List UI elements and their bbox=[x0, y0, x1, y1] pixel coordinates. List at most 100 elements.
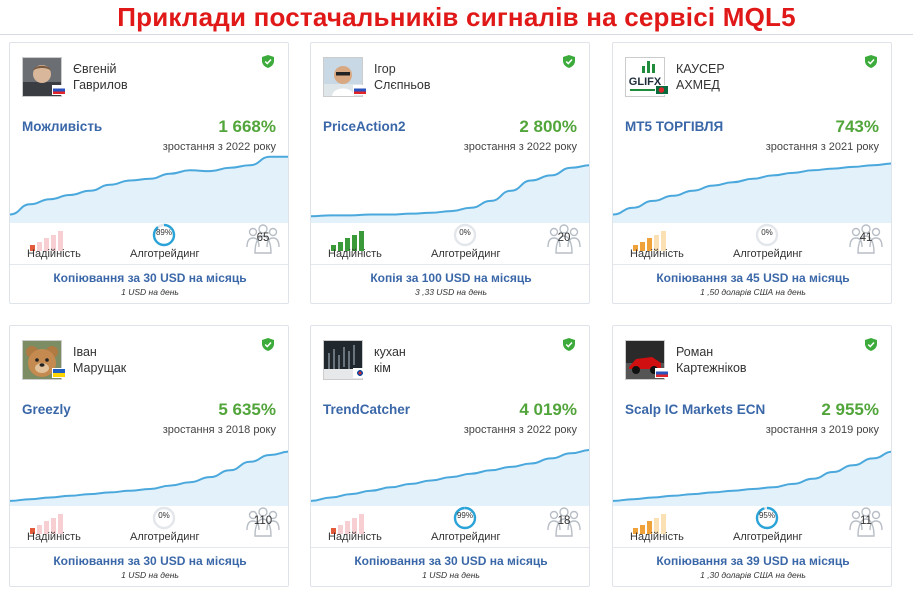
chart-line bbox=[311, 448, 589, 502]
provider-last-name: кім bbox=[374, 361, 391, 375]
divider bbox=[311, 264, 589, 265]
price-per-day: 1 ,50 доларів США на день bbox=[700, 287, 806, 297]
svg-text:GLIFX: GLIFX bbox=[629, 76, 662, 88]
algotrading-label: Алготрейдинг bbox=[431, 531, 501, 543]
provider-last-name: Гаврилов bbox=[73, 78, 128, 92]
chart-line bbox=[613, 450, 891, 502]
subscribers-count: 20 bbox=[557, 232, 571, 244]
ukraine-flag-icon bbox=[52, 368, 66, 378]
south-korea-flag-icon bbox=[353, 368, 367, 378]
provider-first-name: Роман bbox=[676, 345, 714, 359]
subscribers-count: 110 bbox=[253, 515, 273, 527]
reliability-bar bbox=[352, 234, 357, 251]
reliability-bar bbox=[58, 231, 63, 251]
reliability-bar bbox=[51, 234, 56, 251]
reliability-bar bbox=[345, 238, 350, 251]
algotrading-ring bbox=[453, 223, 477, 247]
provider-last-name: АХМЕД bbox=[676, 78, 720, 92]
growth-chart bbox=[10, 155, 288, 223]
chart-line bbox=[311, 164, 589, 218]
reliability-bar bbox=[30, 245, 35, 251]
reliability-bar bbox=[44, 521, 49, 534]
subscribers-count: 11 bbox=[860, 515, 872, 527]
signal-card[interactable]: кухан кім TrendCatcher 4 019% зростання … bbox=[310, 325, 590, 587]
copy-subscribe-link[interactable]: Копіювання за 30 USD на місяць bbox=[53, 554, 247, 568]
algotrading-label: Алготрейдинг bbox=[733, 248, 803, 260]
reliability-bars bbox=[30, 221, 90, 251]
algotrading-percent: 95% bbox=[758, 511, 775, 520]
signal-card[interactable]: GLIFX КАУСЕР АХМЕД MT5 ТОРГІВЛЯ 743% зро… bbox=[612, 42, 892, 304]
provider-first-name: кухан bbox=[374, 345, 406, 359]
signal-name-link[interactable]: PriceAction2 bbox=[323, 119, 406, 134]
divider bbox=[10, 264, 288, 265]
provider-name[interactable]: КАУСЕР АХМЕД bbox=[676, 61, 856, 93]
reliability-bar bbox=[338, 524, 343, 534]
provider-name[interactable]: Роман Картежніков bbox=[676, 344, 856, 376]
subscribers-count: 41 bbox=[859, 232, 873, 244]
reliability-bars bbox=[331, 221, 391, 251]
reliability-bar bbox=[30, 528, 35, 534]
signal-name-link[interactable]: MT5 ТОРГІВЛЯ bbox=[625, 119, 724, 134]
algotrading-label: Алготрейдинг bbox=[431, 248, 501, 260]
reliability-bar bbox=[51, 517, 56, 534]
provider-name[interactable]: Іван Марущак bbox=[73, 344, 253, 376]
provider-name[interactable]: Ігор Слєпньов bbox=[374, 61, 554, 93]
subscribers-icon bbox=[547, 224, 581, 254]
copy-subscribe-link[interactable]: Копіювання за 30 USD на місяць bbox=[354, 554, 548, 568]
growth-chart bbox=[311, 164, 589, 223]
provider-name[interactable]: кухан кім bbox=[374, 344, 554, 376]
reliability-bar bbox=[661, 231, 666, 251]
signal-name-link[interactable]: Можливість bbox=[22, 119, 103, 134]
growth-value: 4 019% bbox=[519, 400, 577, 419]
reliability-label: Надійність bbox=[630, 531, 684, 543]
growth-value: 743% bbox=[835, 117, 879, 136]
signal-name-link[interactable]: Greezly bbox=[22, 402, 71, 417]
signals-grid: Євгеній Гаврилов Можливість 1 668% зрост… bbox=[0, 34, 913, 600]
reliability-bars bbox=[30, 504, 90, 534]
signal-name-link[interactable]: TrendCatcher bbox=[323, 402, 411, 417]
reliability-bar bbox=[640, 241, 645, 251]
algotrading-label: Алготрейдинг bbox=[130, 248, 200, 260]
verified-shield-icon bbox=[262, 338, 274, 351]
provider-name[interactable]: Євгеній Гаврилов bbox=[73, 61, 253, 93]
reliability-bar bbox=[633, 528, 638, 534]
reliability-bars bbox=[633, 221, 693, 251]
russia-flag-icon bbox=[52, 85, 66, 95]
price-per-day: 3 ,33 USD на день bbox=[415, 287, 487, 297]
subscribers-icon bbox=[246, 224, 280, 254]
signal-card[interactable]: Іван Марущак Greezly 5 635% зростання з … bbox=[9, 325, 289, 587]
reliability-bar bbox=[58, 514, 63, 534]
price-per-day: 1 USD на день bbox=[121, 570, 179, 580]
reliability-bar bbox=[345, 521, 350, 534]
copy-subscribe-link[interactable]: Копіювання за 45 USD на місяць bbox=[656, 271, 850, 285]
growth-value: 2 955% bbox=[821, 400, 879, 419]
copy-subscribe-link[interactable]: Копіювання за 30 USD на місяць bbox=[53, 271, 247, 285]
growth-chart bbox=[613, 162, 891, 223]
provider-first-name: Ігор bbox=[374, 62, 396, 76]
signal-card[interactable]: Євгеній Гаврилов Можливість 1 668% зрост… bbox=[9, 42, 289, 304]
chart-line bbox=[10, 155, 288, 216]
chart-area bbox=[613, 163, 891, 223]
growth-since: зростання з 2022 року bbox=[162, 141, 276, 153]
growth-value: 2 800% bbox=[519, 117, 577, 136]
growth-since: зростання з 2021 року bbox=[765, 141, 879, 153]
trading-chart-avatar[interactable] bbox=[323, 340, 363, 380]
signal-card[interactable]: Ігор Слєпньов PriceAction2 2 800% зроста… bbox=[310, 42, 590, 304]
growth-value: 1 668% bbox=[218, 117, 276, 136]
verified-shield-icon bbox=[262, 55, 274, 68]
copy-subscribe-link[interactable]: Копіювання за 39 USD на місяць bbox=[656, 554, 850, 568]
reliability-bar bbox=[654, 234, 659, 251]
divider bbox=[10, 547, 288, 548]
reliability-bar bbox=[647, 521, 652, 534]
signal-card[interactable]: Роман Картежніков Scalp IC Markets ECN 2… bbox=[612, 325, 892, 587]
reliability-label: Надійність bbox=[328, 248, 382, 260]
provider-first-name: Іван bbox=[73, 345, 97, 359]
copy-subscribe-link[interactable]: Копія за 100 USD на місяць bbox=[370, 271, 532, 285]
provider-last-name: Слєпньов bbox=[374, 78, 431, 92]
subscribers-icon bbox=[246, 507, 280, 537]
page-title: Приклади постачальників сигналів на серв… bbox=[117, 2, 796, 32]
signal-name-link[interactable]: Scalp IC Markets ECN bbox=[625, 402, 766, 417]
provider-first-name: Євгеній bbox=[73, 62, 117, 76]
bangladesh-flag-icon bbox=[655, 85, 669, 95]
price-per-day: 1 USD на день bbox=[121, 287, 179, 297]
